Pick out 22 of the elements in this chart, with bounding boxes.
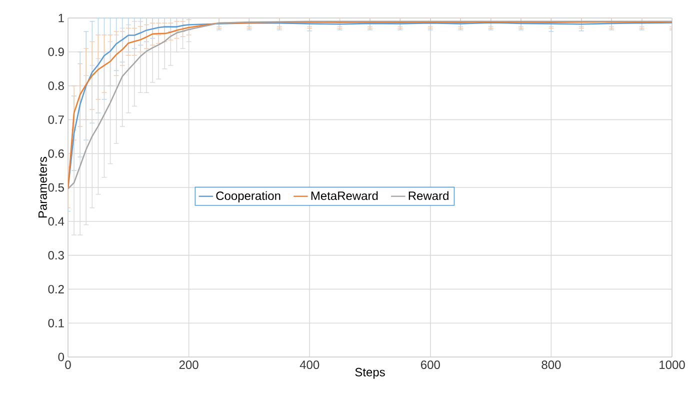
y-axis-title: Parameters: [38, 156, 47, 218]
x-tick-label: 600: [421, 360, 440, 370]
legend-label: Reward: [408, 191, 448, 200]
y-tick-label: 0.7: [48, 115, 64, 124]
y-tick-label: 0.1: [48, 318, 64, 328]
y-tick-label: 0.4: [48, 217, 64, 226]
legend-label: MetaReward: [311, 191, 378, 200]
y-tick-label: 0.8: [48, 82, 64, 90]
y-tick-label: 0.3: [48, 251, 64, 260]
x-tick-label: 0: [65, 360, 71, 370]
y-tick-label: 0.9: [48, 48, 64, 56]
x-tick-label: 400: [300, 360, 320, 370]
y-tick-label: 0: [58, 352, 64, 362]
x-tick-label: 1000: [660, 360, 685, 370]
y-tick-label: 0.6: [48, 149, 64, 158]
x-axis-title: Steps: [355, 368, 385, 379]
y-tick-label: 0.5: [48, 183, 64, 192]
legend-label: Cooperation: [216, 191, 280, 202]
y-tick-label: 0.2: [48, 284, 64, 294]
x-tick-label: 800: [542, 360, 561, 370]
y-tick-label: 1: [58, 14, 64, 22]
x-tick-label: 200: [179, 360, 198, 370]
